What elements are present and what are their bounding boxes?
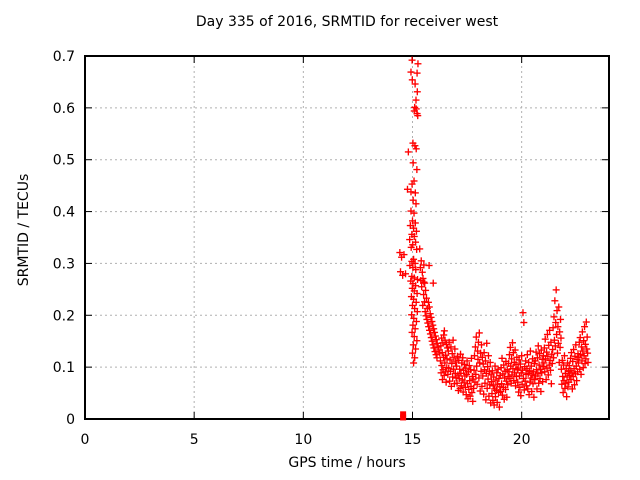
series-near-zero-cluster <box>400 411 407 421</box>
y-tick-label: 0.7 <box>53 49 75 65</box>
x-tick-label: 20 <box>513 432 531 448</box>
chart-title: Day 335 of 2016, SRMTID for receiver wes… <box>195 14 499 30</box>
x-tick-label: 10 <box>294 432 312 448</box>
x-tick-labels: 0 5 10 15 20 <box>81 432 531 448</box>
x-axis-label: GPS time / hours <box>288 455 406 471</box>
grid-lines <box>85 56 609 419</box>
x-tick-label: 0 <box>81 432 90 448</box>
x-tick-label: 5 <box>190 432 199 448</box>
y-tick-label: 0.6 <box>53 101 75 117</box>
y-tick-label: 0.2 <box>53 308 75 324</box>
x-tick-label: 15 <box>404 432 422 448</box>
series-srmtid <box>396 56 592 411</box>
y-tick-labels: 0 0.1 0.2 0.3 0.4 0.5 0.6 0.7 <box>53 49 75 428</box>
y-tick-label: 0.5 <box>53 153 75 169</box>
plot-border <box>84 55 610 420</box>
axis-ticks <box>84 55 609 420</box>
y-tick-label: 0 <box>66 412 75 428</box>
y-axis-label: SRMTID / TECUs <box>16 173 32 287</box>
y-tick-label: 0.3 <box>53 256 75 272</box>
y-tick-label: 0.4 <box>53 205 75 221</box>
y-tick-label: 0.1 <box>53 360 75 376</box>
